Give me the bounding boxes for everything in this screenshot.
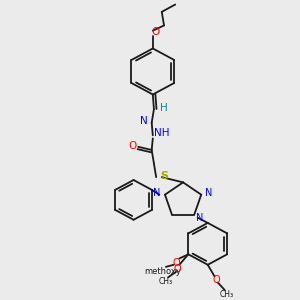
Text: N: N xyxy=(206,188,213,198)
Text: N: N xyxy=(153,188,161,198)
Text: N: N xyxy=(196,213,204,223)
Text: O: O xyxy=(173,264,181,274)
Text: NH: NH xyxy=(154,128,170,138)
Text: O: O xyxy=(213,275,220,286)
Text: CH₃: CH₃ xyxy=(220,290,234,298)
Text: methoxy: methoxy xyxy=(144,266,181,275)
Text: O: O xyxy=(151,27,159,37)
Text: N: N xyxy=(140,116,148,126)
Text: CH₃: CH₃ xyxy=(159,277,173,286)
Text: O: O xyxy=(128,141,137,151)
Text: O: O xyxy=(172,258,180,268)
Text: H: H xyxy=(160,103,168,113)
Text: S: S xyxy=(160,171,168,181)
